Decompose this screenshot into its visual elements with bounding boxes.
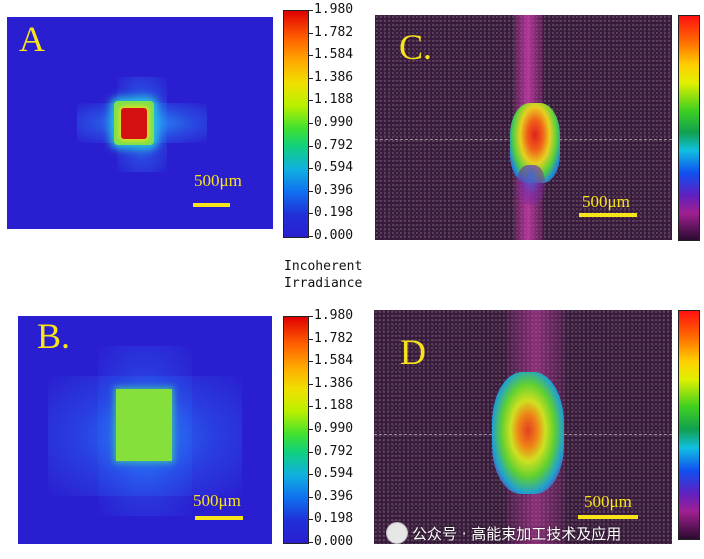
- colorbar-tick-mark: [308, 123, 313, 124]
- colorbar-tick-mark: [308, 519, 313, 520]
- colorbar-tick-label: 0.198: [314, 511, 354, 526]
- colorbar-tick-label: 0.198: [314, 205, 354, 220]
- colorbar-bottom: [283, 316, 309, 544]
- colorbar-tick-label: 0.594: [314, 160, 354, 175]
- scale-bar-d: [578, 515, 638, 519]
- colorbar-tick-mark: [308, 213, 313, 214]
- scale-bar-b: [195, 516, 243, 520]
- colorbar-top: [283, 10, 309, 238]
- colorbar-tick-label: 1.782: [314, 331, 354, 346]
- spot-core: [121, 108, 147, 139]
- panel-label-d: D: [400, 332, 426, 372]
- colorbar-tick-mark: [308, 191, 313, 192]
- watermark-text: 公众号 · 高能束加工技术及应用: [412, 525, 622, 543]
- colorbar-tick-mark: [308, 146, 313, 147]
- colorbar-tick-mark: [308, 236, 313, 237]
- scale-label-b: 500μm: [193, 491, 241, 510]
- colorbar-tick-mark: [308, 100, 313, 101]
- measured-spot: [492, 372, 564, 494]
- colorbar-tick-label: 1.386: [314, 70, 354, 85]
- colorbar-title-line2: Irradiance: [284, 276, 363, 291]
- wechat-icon: [386, 522, 408, 544]
- colorbar-tick-mark: [308, 33, 313, 34]
- colorbar-tick-mark: [308, 168, 313, 169]
- colorbar-tick-mark: [308, 55, 313, 56]
- colorbar-tick-label: 0.792: [314, 138, 354, 153]
- flat-top-spot: [116, 389, 172, 461]
- colorbar-tick-label: 0.990: [314, 421, 354, 436]
- colorbar-tick-label: 1.188: [314, 92, 354, 107]
- colorbar-tick-mark: [308, 542, 313, 543]
- colorbar-tick-label: 1.980: [314, 308, 354, 323]
- panel-d-measured: D 500μm: [374, 310, 672, 544]
- panel-a-simulation: A 500μm: [7, 17, 273, 229]
- panel-label-c: C.: [399, 27, 433, 67]
- scale-label-c: 500μm: [582, 192, 630, 211]
- colorbar-tick-mark: [308, 474, 313, 475]
- scale-label-a: 500μm: [194, 171, 242, 190]
- panel-b-simulation: B. 500μm: [18, 316, 272, 544]
- colorbar-tick-mark: [308, 406, 313, 407]
- panel-label-a: A: [19, 19, 45, 59]
- colorbar-tick-mark: [308, 10, 313, 11]
- colorbar-tick-mark: [308, 429, 313, 430]
- colorbar-tick-label: 1.584: [314, 353, 354, 368]
- colorbar-tick-label: 0.000: [314, 228, 354, 243]
- colorbar-tick-mark: [308, 384, 313, 385]
- colorbar-tick-label: 0.000: [314, 534, 354, 549]
- scale-bar-c: [579, 213, 637, 217]
- colorbar-tick-label: 1.584: [314, 47, 354, 62]
- colorbar-tick-label: 1.386: [314, 376, 354, 391]
- panel-label-b: B.: [37, 316, 71, 356]
- colorbar-tick-label: 0.396: [314, 489, 354, 504]
- colorbar-tick-label: 0.990: [314, 115, 354, 130]
- colorbar-tick-mark: [308, 316, 313, 317]
- panel-c-measured: C. 500μm: [375, 15, 672, 240]
- colorbar-tick-mark: [308, 361, 313, 362]
- scale-label-d: 500μm: [584, 492, 632, 511]
- colorbar-tick-mark: [308, 339, 313, 340]
- colorbar-tick-mark: [308, 497, 313, 498]
- colorbar-tick-mark: [308, 452, 313, 453]
- colorbar-tick-label: 1.188: [314, 398, 354, 413]
- colorbar-c: [678, 15, 700, 241]
- colorbar-title-line1: Incoherent: [284, 259, 363, 274]
- colorbar-d: [678, 310, 700, 540]
- colorbar-tick-label: 1.782: [314, 25, 354, 40]
- colorbar-tick-label: 0.396: [314, 183, 354, 198]
- colorbar-tick-label: 0.792: [314, 444, 354, 459]
- colorbar-tick-label: 0.594: [314, 466, 354, 481]
- colorbar-tick-mark: [308, 78, 313, 79]
- colorbar-tick-label: 1.980: [314, 2, 354, 17]
- scale-bar-a: [193, 203, 230, 207]
- spot-tail: [517, 165, 545, 205]
